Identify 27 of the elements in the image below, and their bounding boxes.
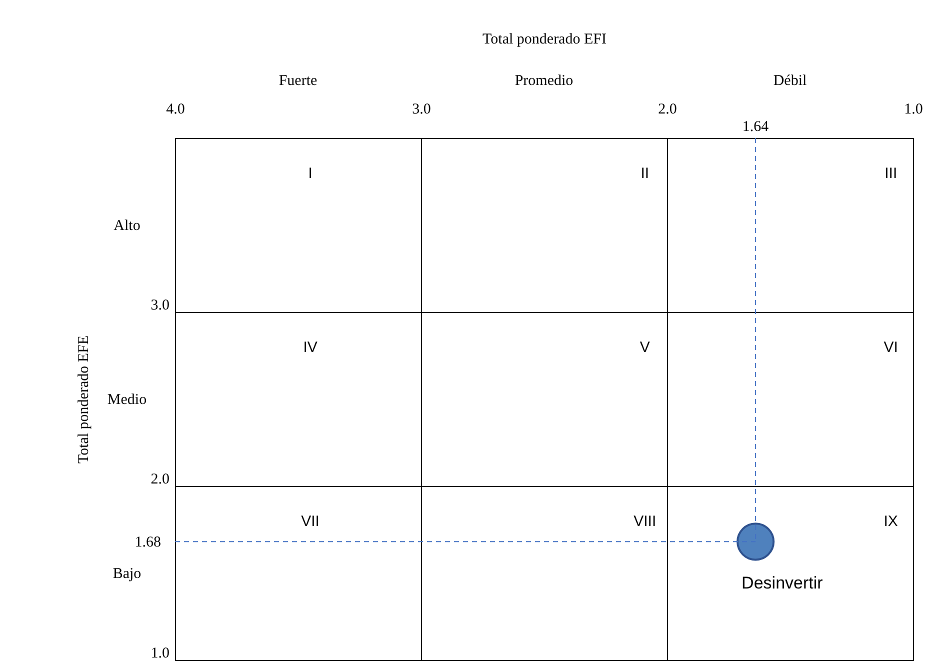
annotation: I: [308, 164, 312, 182]
y-axis-title: Total ponderado EFE: [76, 335, 92, 464]
text: Fuerte: [278, 73, 318, 89]
annotation: IV: [303, 338, 318, 356]
y-tick-label: 1.0: [150, 646, 170, 662]
annotation: V: [640, 338, 650, 356]
x-tick-label: 1.0: [904, 102, 923, 118]
x-axis-title: Total ponderado EFI: [482, 32, 606, 48]
annotation: Desinvertir: [742, 574, 824, 593]
annotation: VIII: [634, 512, 656, 530]
y-tick-label: 3.0: [150, 298, 170, 314]
text: Alto: [114, 218, 140, 234]
annotation: VII: [301, 512, 320, 530]
y-tick-label: 2.0: [150, 472, 170, 488]
annotation: II: [640, 164, 650, 182]
annotation: IX: [884, 512, 898, 530]
text: Medio: [107, 392, 147, 408]
text: Promedio: [514, 73, 574, 89]
x-tick-label: 2.0: [658, 102, 677, 118]
ref-line-label: 1.64: [742, 119, 770, 135]
x-tick-label: 3.0: [412, 102, 431, 118]
x-tick-label: 4.0: [166, 102, 185, 118]
text: Bajo: [112, 566, 142, 582]
annotation: VI: [884, 338, 898, 356]
ref-line-label: 1.68: [134, 534, 161, 551]
text: Débil: [773, 73, 807, 89]
annotation: III: [884, 164, 898, 182]
